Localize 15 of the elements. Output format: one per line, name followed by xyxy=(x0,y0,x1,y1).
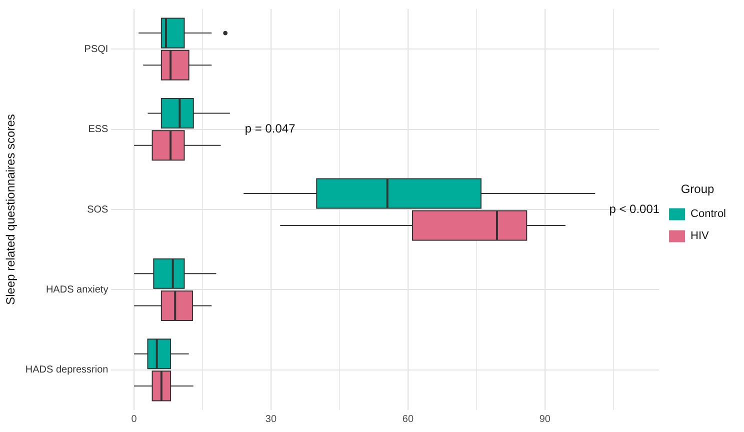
y-tick-label: PSQI xyxy=(84,44,108,55)
legend-label: Control xyxy=(690,208,726,220)
annotation: p < 0.001 xyxy=(609,202,660,216)
x-tick-label: 0 xyxy=(131,414,138,425)
x-tick-label: 90 xyxy=(539,414,551,425)
y-tick-label: ESS xyxy=(88,124,109,136)
x-tick-label: 30 xyxy=(265,414,277,425)
x-tick-label: 60 xyxy=(402,414,414,425)
legend-label: HIV xyxy=(690,230,710,242)
y-tick-label: SOS xyxy=(87,204,109,216)
annotation: p = 0.047 xyxy=(244,122,296,136)
y-tick-label: HADS anxiety xyxy=(46,284,108,296)
y-axis-title: Sleep related questionnaires scores xyxy=(4,114,18,305)
y-tick-label: HADS depressrion xyxy=(25,364,108,376)
legend-title: Group xyxy=(680,182,715,196)
